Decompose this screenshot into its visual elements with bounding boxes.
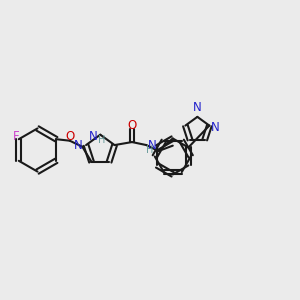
Text: N: N — [148, 139, 157, 152]
Text: F: F — [13, 130, 20, 143]
Text: N: N — [74, 139, 82, 152]
Text: N: N — [193, 101, 202, 114]
Text: H: H — [98, 135, 106, 145]
Text: N: N — [89, 130, 98, 143]
Text: O: O — [65, 130, 74, 143]
Text: H: H — [146, 145, 154, 154]
Text: O: O — [127, 119, 136, 132]
Text: N: N — [211, 122, 220, 134]
